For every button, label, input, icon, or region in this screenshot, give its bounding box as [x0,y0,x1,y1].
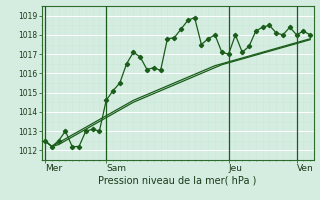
X-axis label: Pression niveau de la mer( hPa ): Pression niveau de la mer( hPa ) [99,176,257,186]
